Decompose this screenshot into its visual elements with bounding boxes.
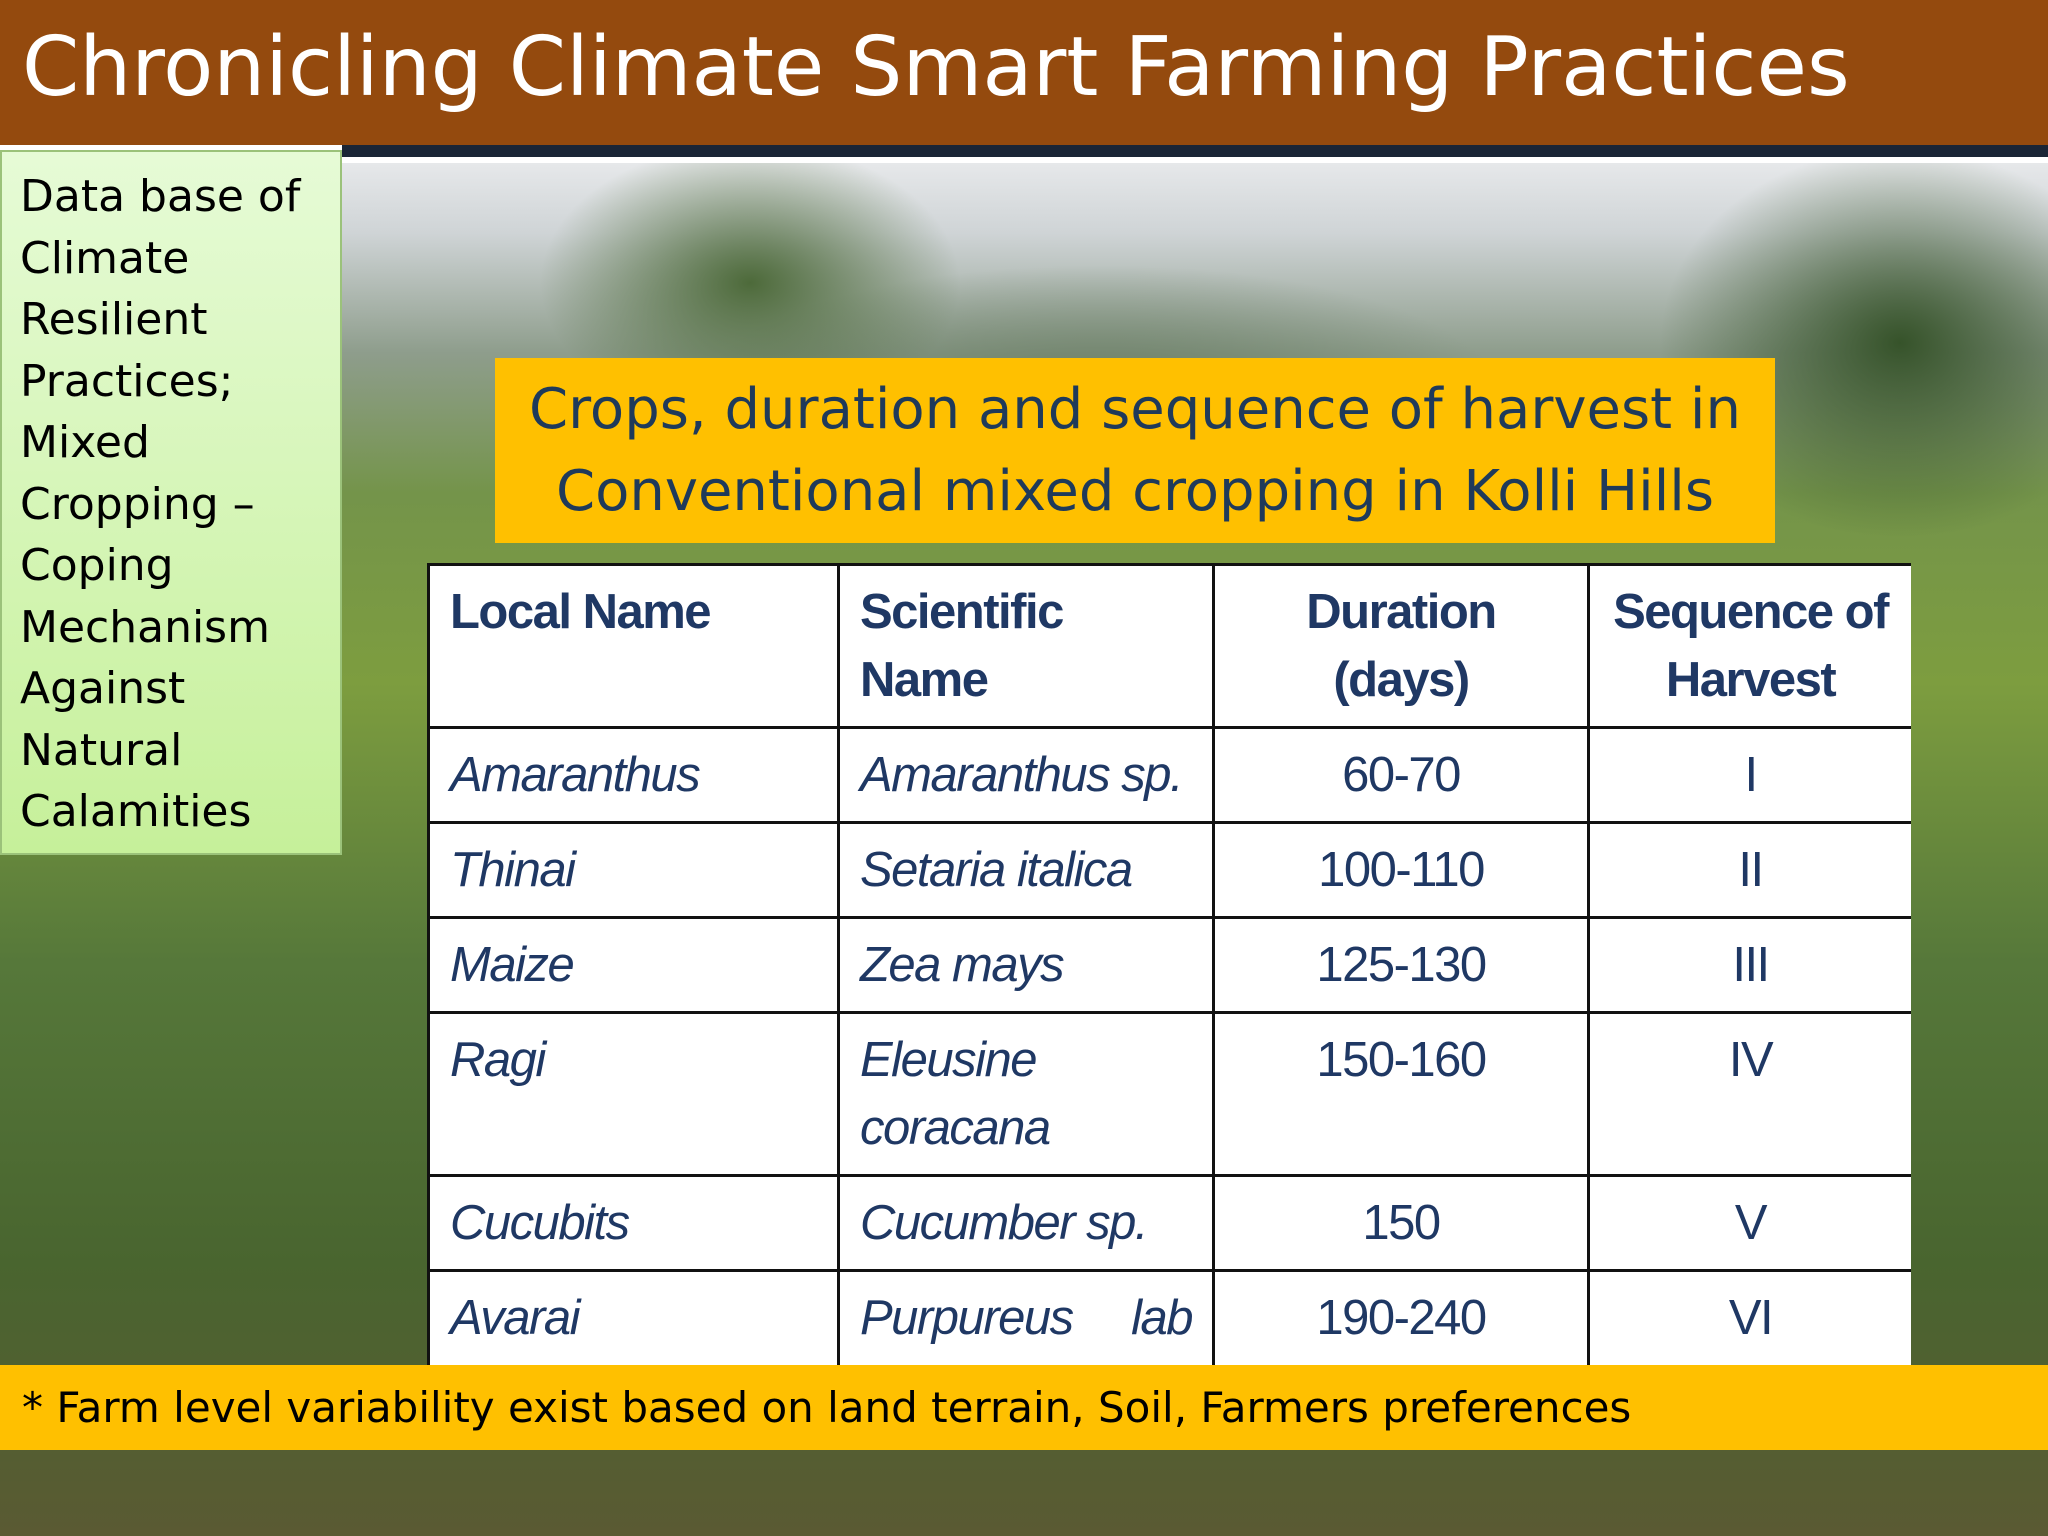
table-container: Local Name Scientific Name Duration (days)… xyxy=(427,563,1911,1365)
table-row: Amaranthus Amaranthus sp. 60-70 I xyxy=(427,726,1911,824)
table-cell: Amaranthus sp. xyxy=(837,726,1215,824)
table-cell: VI xyxy=(1587,1269,1911,1365)
table-cell: II xyxy=(1587,821,1911,919)
table-cell: 125-130 xyxy=(1212,916,1590,1014)
table-cell: Ragi xyxy=(427,1011,840,1177)
crop-table: Local Name Scientific Name Duration (days)… xyxy=(427,563,1911,1365)
column-header: Scientific Name xyxy=(837,563,1215,729)
table-caption: Crops, duration and sequence of harvest … xyxy=(495,358,1775,543)
table-cell: Cucumber sp. xyxy=(837,1174,1215,1272)
table-cell: Avarai xyxy=(427,1269,840,1365)
table-cell: IV xyxy=(1587,1011,1911,1177)
table-cell: Setaria italica xyxy=(837,821,1215,919)
table-cell: Cucubits xyxy=(427,1174,840,1272)
table-cell: V xyxy=(1587,1174,1911,1272)
header-row: Local Name Scientific Name Duration (days)… xyxy=(427,563,1911,729)
sidebar-note: Data base of Climate Resilient Practices… xyxy=(0,150,342,855)
table-cell: 60-70 xyxy=(1212,726,1590,824)
column-header: Local Name xyxy=(427,563,840,729)
footnote: * Farm level variability exist based on … xyxy=(0,1365,2048,1450)
table-cell: Maize xyxy=(427,916,840,1014)
table-row: Ragi Eleusine coracana 150-160 IV xyxy=(427,1011,1911,1177)
table-cell: Purpureus lab lab xyxy=(837,1269,1215,1365)
table-cell: Thinai xyxy=(427,821,840,919)
table-cell: 190-240 xyxy=(1212,1269,1590,1365)
table-row: Maize Zea mays 125-130 III xyxy=(427,916,1911,1014)
table-cell: III xyxy=(1587,916,1911,1014)
caption-text: Crops, duration and sequence of harvest … xyxy=(529,376,1741,524)
title-bar: Chronicling Climate Smart Farming Practi… xyxy=(0,0,2048,145)
table-row: Thinai Setaria italica 100-110 II xyxy=(427,821,1911,919)
table-cell: Amaranthus xyxy=(427,726,840,824)
table-row: Cucubits Cucumber sp. 150 V xyxy=(427,1174,1911,1272)
title-rule xyxy=(342,145,2048,163)
table-cell: I xyxy=(1587,726,1911,824)
slide-title: Chronicling Climate Smart Farming Practi… xyxy=(22,20,1850,115)
column-header: Sequence of Harvest xyxy=(1587,563,1911,729)
table-cell: Eleusine coracana xyxy=(837,1011,1215,1177)
column-header: Duration (days) xyxy=(1212,563,1590,729)
table-cell: 150-160 xyxy=(1212,1011,1590,1177)
table-cell: 150 xyxy=(1212,1174,1590,1272)
table-cell: Zea mays xyxy=(837,916,1215,1014)
table-cell: 100-110 xyxy=(1212,821,1590,919)
